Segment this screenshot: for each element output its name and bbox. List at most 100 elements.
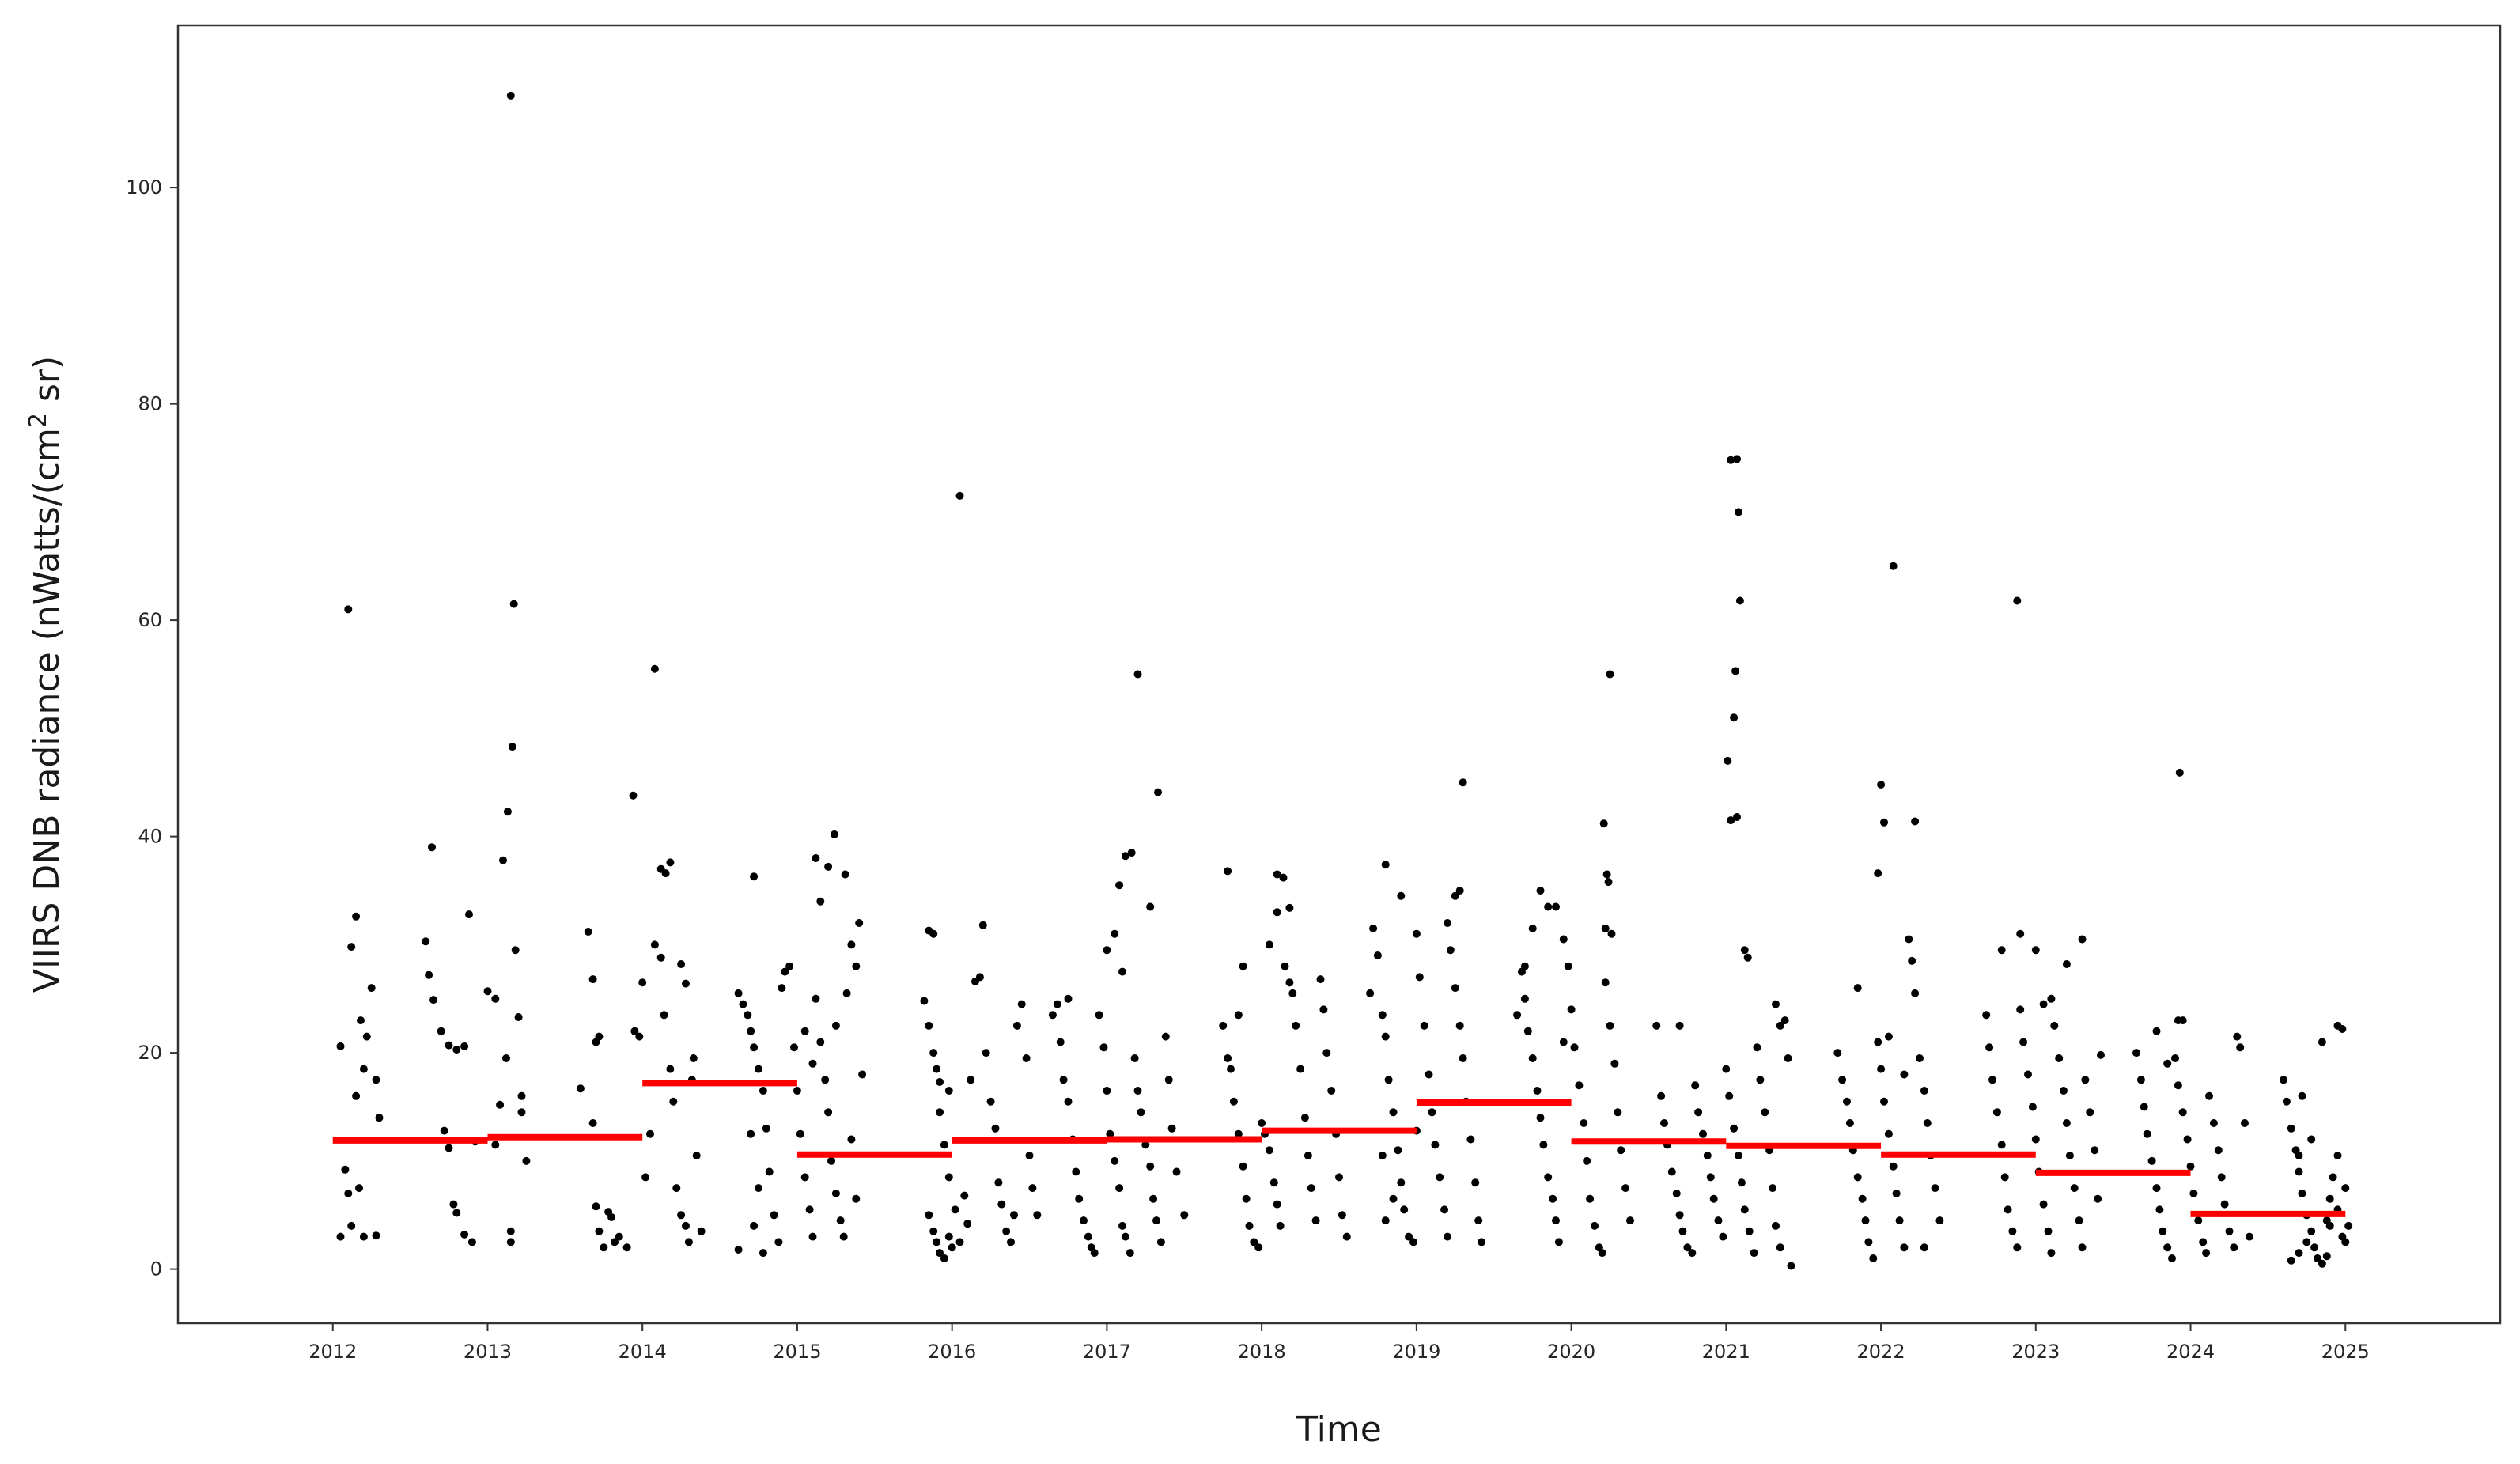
data-point [975,973,984,982]
data-point [1559,1038,1568,1046]
data-point [2325,1221,2334,1230]
data-point [1250,1238,1258,1246]
data-point [805,1205,814,1214]
data-point [2047,1249,2056,1258]
data-point [2155,1205,2164,1214]
data-point [1459,1054,1467,1062]
data-point [2205,1091,2213,1100]
data-point [1285,978,1294,987]
data-point [1239,1162,1247,1171]
data-point [1265,940,1273,949]
data-point [1889,1162,1898,1171]
data-point [1691,1081,1700,1090]
data-point [1843,1097,1851,1106]
data-point [1889,562,1898,570]
data-point [2091,1146,2099,1155]
data-point [449,1200,458,1209]
data-point [1559,935,1568,944]
data-point [2159,1227,2167,1235]
data-point [1084,1232,1092,1241]
data-point [1787,1262,1795,1270]
data-point [1090,1249,1099,1258]
data-point [514,1013,523,1021]
data-point [1997,946,2006,955]
data-point [1838,1076,1847,1084]
x-tick-label: 2022 [1857,1341,1905,1363]
data-point [2000,1173,2009,1182]
data-point [2214,1146,2223,1155]
data-point [1877,1065,1886,1073]
data-point [1536,1114,1545,1122]
data-point [1048,1011,1057,1020]
data-point [1610,1059,1619,1068]
data-point [460,1230,469,1239]
data-point [1053,1000,1061,1008]
data-point [824,1108,833,1117]
data-point [1415,973,1424,982]
data-point [1115,881,1124,890]
data-point [595,1032,604,1041]
data-point [1254,1243,1263,1252]
data-point [2322,1252,2331,1261]
data-point [2078,935,2087,944]
data-point [635,1032,644,1041]
data-point [1567,1005,1576,1014]
data-point [1900,1070,1909,1079]
data-point [1536,887,1545,895]
data-point [982,1049,990,1057]
data-point [517,1091,526,1100]
data-point [491,994,500,1003]
data-point [955,491,964,500]
data-point [588,975,597,984]
data-point [929,1227,938,1235]
data-point [1911,989,1920,997]
y-tick-label: 0 [150,1258,162,1281]
data-point [1227,1065,1235,1073]
data-point [1276,1221,1285,1230]
data-point [508,743,516,751]
data-point [762,1124,770,1133]
plot-frame [176,24,2502,1325]
data-point [2140,1103,2148,1111]
data-point [1554,1238,1563,1246]
data-point [1884,1032,1893,1041]
data-point [1724,756,1732,765]
data-point [1905,935,1913,944]
data-point [1740,946,1749,955]
data-point [445,1041,453,1050]
data-point [831,1021,840,1030]
data-point [506,1238,515,1246]
data-point [1743,953,1752,962]
data-point [2236,1043,2245,1052]
data-point [936,1249,944,1258]
data-point [1397,891,1406,900]
data-point [750,872,759,881]
data-point [1908,956,1916,965]
data-point [344,605,353,614]
data-point [666,858,675,867]
data-point [1544,902,1553,911]
data-point [1776,1243,1784,1252]
data-point [452,1046,461,1054]
data-point [1167,1124,1176,1133]
x-tick-label: 2014 [619,1341,667,1363]
data-point [1095,1011,1103,1020]
data-point [747,1027,755,1035]
data-point [841,870,849,879]
data-point [2325,1194,2334,1203]
data-point [1307,1184,1315,1193]
data-point [1137,1108,1145,1117]
data-point [1544,1173,1553,1182]
data-point [1133,1087,1142,1095]
data-point [933,1238,941,1246]
data-point [2078,1243,2087,1252]
x-tick-label: 2023 [2011,1341,2060,1363]
data-point [739,1000,747,1008]
data-point [933,1065,941,1073]
data-point [425,970,433,979]
data-point [1869,1254,1878,1262]
data-point [2039,1200,2048,1209]
data-point [502,1054,510,1062]
data-point [852,962,861,970]
data-point [336,1042,345,1050]
